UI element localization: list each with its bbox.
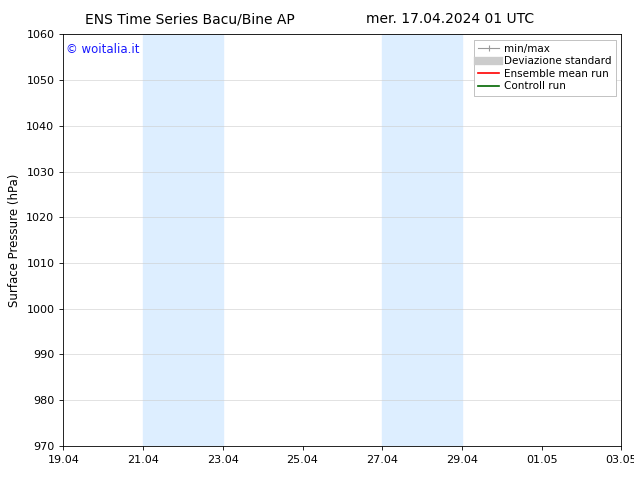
Text: mer. 17.04.2024 01 UTC: mer. 17.04.2024 01 UTC bbox=[366, 12, 534, 26]
Bar bbox=[143, 34, 223, 446]
Text: ENS Time Series Bacu/Bine AP: ENS Time Series Bacu/Bine AP bbox=[86, 12, 295, 26]
Bar bbox=[382, 34, 462, 446]
Text: © woitalia.it: © woitalia.it bbox=[66, 43, 139, 55]
Y-axis label: Surface Pressure (hPa): Surface Pressure (hPa) bbox=[8, 173, 21, 307]
Legend: min/max, Deviazione standard, Ensemble mean run, Controll run: min/max, Deviazione standard, Ensemble m… bbox=[474, 40, 616, 96]
